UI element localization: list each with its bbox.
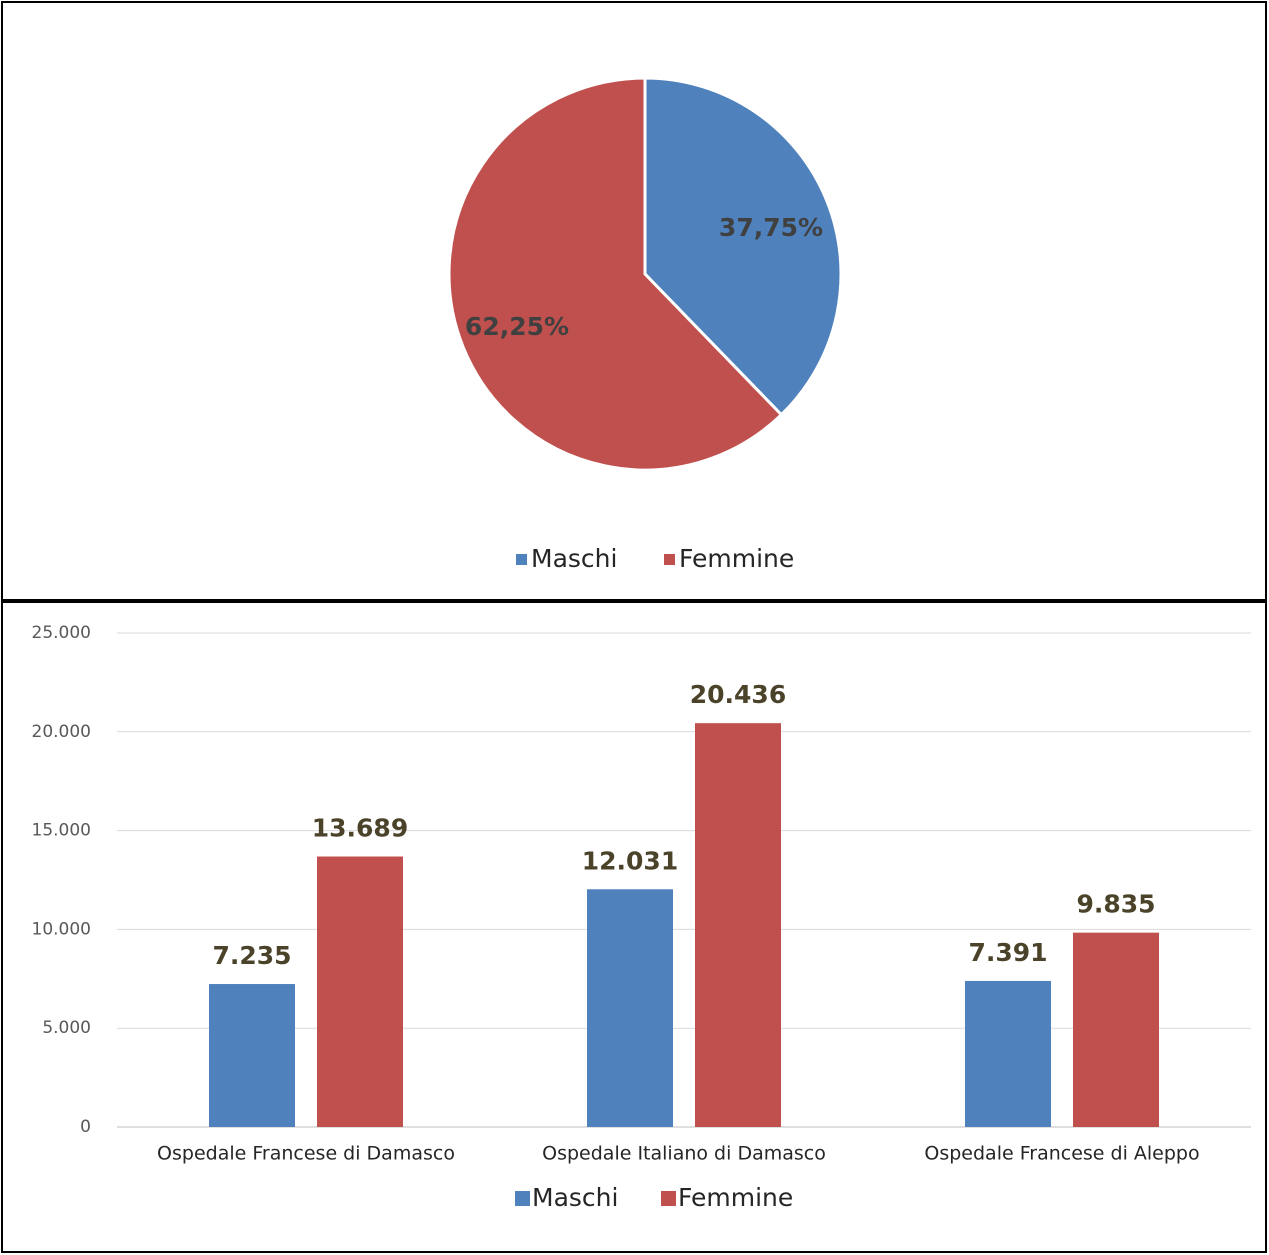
bar-legend-swatch-maschi: [515, 1191, 530, 1206]
y-tick-label: 20.000: [32, 722, 91, 742]
bar-legend: Maschi Femmine: [515, 1183, 793, 1212]
category-label-3: Ospedale Francese di Aleppo: [924, 1143, 1199, 1165]
bar-maschi-1: [209, 984, 295, 1127]
data-label-maschi-2: 12.031: [582, 846, 678, 875]
pie-legend-swatch-femmine: [664, 554, 675, 565]
data-label-femmine-1: 13.689: [312, 814, 408, 843]
pie-slice-maschi: [643, 76, 843, 417]
data-label-maschi-3: 7.391: [968, 938, 1047, 967]
data-label-femmine-3: 9.835: [1076, 890, 1155, 919]
bar-legend-label-femmine: Femmine: [678, 1183, 793, 1212]
y-tick-label: 5.000: [42, 1018, 91, 1038]
pie-slice-femmine: [447, 76, 783, 472]
pie-label-maschi: 37,75%: [719, 213, 823, 242]
bar-legend-label-maschi: Maschi: [532, 1183, 618, 1212]
category-label-2: Ospedale Italiano di Damasco: [542, 1143, 826, 1165]
bar-legend-swatch-femmine: [661, 1191, 676, 1206]
bar-femmine-1: [317, 856, 403, 1127]
pie-label-femmine: 62,25%: [465, 312, 569, 341]
pie-legend-label-maschi: Maschi: [531, 544, 617, 573]
pie-legend-label-femmine: Femmine: [679, 544, 794, 573]
bar-maschi-3: [965, 980, 1051, 1127]
bar-chart-panel: 0 5.000 10.000 15.000 20.000 25.000 7.235 13.68…: [1, 601, 1267, 1253]
y-tick-label: 15.000: [32, 821, 91, 841]
y-tick-label: 25.000: [32, 623, 91, 643]
bar-maschi-2: [587, 889, 673, 1127]
pie-legend-swatch-maschi: [516, 554, 527, 565]
bar-femmine-3: [1073, 932, 1159, 1127]
category-label-1: Ospedale Francese di Damasco: [157, 1143, 455, 1165]
data-label-femmine-2: 20.436: [690, 680, 786, 709]
bar-chart: 0 5.000 10.000 15.000 20.000 25.000 7.235 13.68…: [32, 623, 1251, 1212]
pie-chart: 37,75% 62,25% Maschi Femmine: [447, 76, 843, 573]
y-tick-label: 0: [80, 1117, 91, 1137]
bar-femmine-2: [695, 723, 781, 1127]
y-tick-label: 10.000: [32, 919, 91, 939]
data-label-maschi-1: 7.235: [212, 941, 291, 970]
pie-chart-panel: 37,75% 62,25% Maschi Femmine: [1, 1, 1267, 601]
pie-legend: Maschi Femmine: [516, 544, 794, 573]
